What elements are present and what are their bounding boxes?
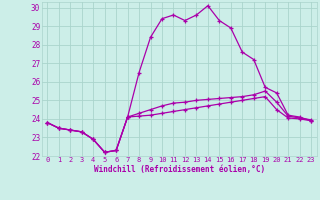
- X-axis label: Windchill (Refroidissement éolien,°C): Windchill (Refroidissement éolien,°C): [94, 165, 265, 174]
